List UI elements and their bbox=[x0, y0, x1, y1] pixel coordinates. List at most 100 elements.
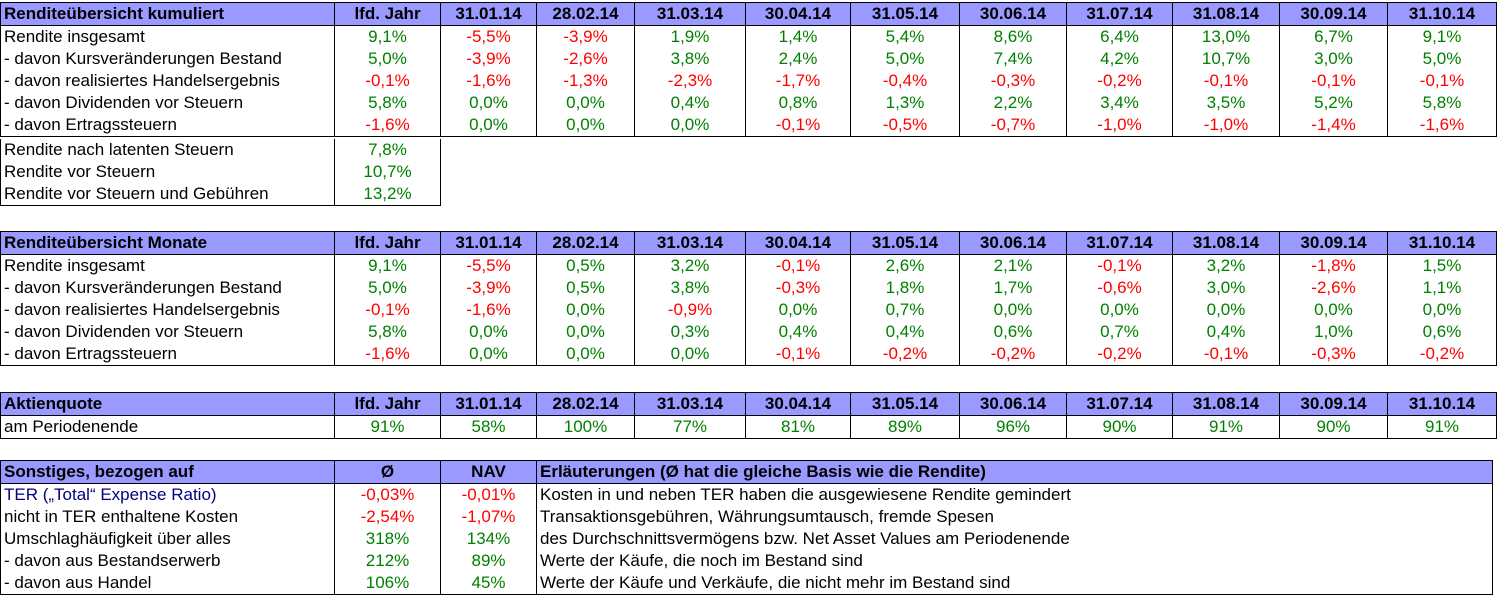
row-label: - davon Ertragssteuern bbox=[0, 114, 335, 137]
cell-value: 0,4% bbox=[850, 321, 960, 343]
cell-value: 3,5% bbox=[1172, 92, 1280, 114]
cell-value: 81% bbox=[745, 415, 851, 439]
cell-value: 3,0% bbox=[1172, 277, 1280, 299]
row-label: - davon realisiertes Handelsergebnis bbox=[0, 299, 335, 321]
cumulative-extra-table: Rendite nach latenten Steuern 7,8% Rendi… bbox=[0, 139, 441, 206]
row-label: Rendite insgesamt bbox=[0, 254, 335, 277]
cell-value: 0,0% bbox=[1066, 299, 1173, 321]
cell-explanation: Kosten in und neben TER haben die ausgew… bbox=[536, 483, 1493, 506]
cell-value: -0,1% bbox=[1387, 70, 1497, 92]
column-header: 31.07.14 bbox=[1066, 2, 1173, 26]
cell-value: -0,2% bbox=[1066, 70, 1173, 92]
cell-value: 0,7% bbox=[1066, 321, 1173, 343]
header-row: Renditeübersicht Monate lfd. Jahr 31.01.… bbox=[0, 231, 1497, 255]
column-header-nav: NAV bbox=[440, 460, 537, 484]
cell-value: 0,0% bbox=[1387, 299, 1497, 321]
cell-value: 6,4% bbox=[1066, 25, 1173, 48]
cell-value: 2,6% bbox=[850, 254, 960, 277]
cell-explanation: Werte der Käufe, die noch im Bestand sin… bbox=[536, 550, 1493, 572]
column-header: 28.02.14 bbox=[536, 392, 635, 416]
header-row: Sonstiges, bezogen auf Ø NAV Erläuterung… bbox=[0, 460, 1493, 484]
cell-value: -0,1% bbox=[1279, 70, 1388, 92]
cell-value: 0,4% bbox=[634, 92, 746, 114]
cell-value: -0,6% bbox=[1066, 277, 1173, 299]
table-row: - davon aus Bestandserwerb 212% 89% Werte d… bbox=[0, 550, 1493, 572]
cell-value: -0,1% bbox=[745, 114, 851, 137]
column-header: 31.07.14 bbox=[1066, 231, 1173, 255]
row-label: Umschlaghäufigkeit über alles bbox=[0, 528, 335, 550]
column-header: 30.09.14 bbox=[1279, 2, 1388, 26]
table-row: - davon Dividenden vor Steuern 5,8% 0,0% 0,… bbox=[0, 321, 1497, 343]
section-title: Sonstiges, bezogen auf bbox=[0, 460, 335, 484]
cell-value: 58% bbox=[440, 415, 537, 439]
cell-value: 0,5% bbox=[536, 254, 635, 277]
column-header: 30.06.14 bbox=[959, 2, 1067, 26]
cell-value: 0,0% bbox=[440, 92, 537, 114]
cell-value: -1,8% bbox=[1279, 254, 1388, 277]
cell-value: 2,2% bbox=[959, 92, 1067, 114]
cell-value: -2,6% bbox=[1279, 277, 1388, 299]
cell-value: -1,0% bbox=[1066, 114, 1173, 137]
cell-value: -0,2% bbox=[959, 343, 1067, 366]
table-row: Rendite vor Steuern und Gebühren 13,2% bbox=[0, 183, 441, 206]
row-label: Rendite insgesamt bbox=[0, 25, 335, 48]
cell-value: 3,0% bbox=[1279, 48, 1388, 70]
cell-value: 0,0% bbox=[745, 299, 851, 321]
column-header: 31.08.14 bbox=[1172, 392, 1280, 416]
cell-value: 4,2% bbox=[1066, 48, 1173, 70]
table-row: Rendite insgesamt 9,1% -5,5% 0,5% 3,2% -0,1% 2… bbox=[0, 254, 1497, 277]
cell-value: 9,1% bbox=[334, 25, 441, 48]
cell-value: -3,9% bbox=[440, 48, 537, 70]
cell-value: -0,3% bbox=[959, 70, 1067, 92]
cell-value: 0,0% bbox=[634, 343, 746, 366]
cell-value: 0,0% bbox=[536, 114, 635, 137]
cell-value: 0,0% bbox=[1279, 299, 1388, 321]
cell-value: 91% bbox=[1387, 415, 1497, 439]
column-header-explanation: Erläuterungen (Ø hat die gleiche Basis w… bbox=[536, 460, 1493, 484]
cell-value: -0,2% bbox=[850, 343, 960, 366]
cell-value: 9,1% bbox=[1387, 25, 1497, 48]
column-header: 30.04.14 bbox=[745, 231, 851, 255]
cell-value: 1,4% bbox=[745, 25, 851, 48]
row-label: - davon aus Bestandserwerb bbox=[0, 550, 335, 572]
cell-average: -0,03% bbox=[334, 483, 441, 506]
cell-value: -1,6% bbox=[334, 343, 441, 366]
cell-nav: 134% bbox=[440, 528, 537, 550]
cell-value: 0,6% bbox=[959, 321, 1067, 343]
row-label: TER („Total“ Expense Ratio) bbox=[0, 483, 335, 506]
table-row: Umschlaghäufigkeit über alles 318% 134% des… bbox=[0, 528, 1493, 550]
column-header: 31.05.14 bbox=[850, 231, 960, 255]
row-label: am Periodenende bbox=[0, 415, 335, 439]
cell-value: 10,7% bbox=[334, 161, 441, 183]
cell-value: 3,4% bbox=[1066, 92, 1173, 114]
column-header: 31.05.14 bbox=[850, 392, 960, 416]
column-header: 31.03.14 bbox=[634, 392, 746, 416]
cell-value: -0,4% bbox=[850, 70, 960, 92]
cell-explanation: des Durchschnittsvermögens bzw. Net Asse… bbox=[536, 528, 1493, 550]
cell-value: 100% bbox=[536, 415, 635, 439]
cell-explanation: Werte der Käufe und Verkäufe, die nicht … bbox=[536, 572, 1493, 595]
row-label: - davon Dividenden vor Steuern bbox=[0, 92, 335, 114]
table-row: - davon Kursveränderungen Bestand 5,0% -3,… bbox=[0, 48, 1497, 70]
cell-nav: -0,01% bbox=[440, 483, 537, 506]
cell-value: 13,0% bbox=[1172, 25, 1280, 48]
cell-nav: -1,07% bbox=[440, 506, 537, 528]
row-label: - davon Kursveränderungen Bestand bbox=[0, 48, 335, 70]
cell-value: 1,1% bbox=[1387, 277, 1497, 299]
cell-value: -1,6% bbox=[334, 114, 441, 137]
cell-value: -0,1% bbox=[334, 299, 441, 321]
cell-average: 318% bbox=[334, 528, 441, 550]
cell-value: 0,5% bbox=[536, 277, 635, 299]
table-row: am Periodenende 91% 58% 100% 77% 81% 89%… bbox=[0, 415, 1497, 439]
table-row: Rendite nach latenten Steuern 7,8% bbox=[0, 139, 441, 161]
cell-value: 91% bbox=[1172, 415, 1280, 439]
cell-value: -0,1% bbox=[334, 70, 441, 92]
column-header: lfd. Jahr bbox=[334, 2, 441, 26]
section-title: Renditeübersicht Monate bbox=[0, 231, 335, 255]
cell-value: 0,7% bbox=[850, 299, 960, 321]
table-row: - davon aus Handel 106% 45% Werte der Käufe… bbox=[0, 572, 1493, 595]
table-row: Rendite vor Steuern 10,7% bbox=[0, 161, 441, 183]
cell-value: 7,8% bbox=[334, 139, 441, 161]
row-label: - davon realisiertes Handelsergebnis bbox=[0, 70, 335, 92]
cell-value: -0,1% bbox=[745, 254, 851, 277]
